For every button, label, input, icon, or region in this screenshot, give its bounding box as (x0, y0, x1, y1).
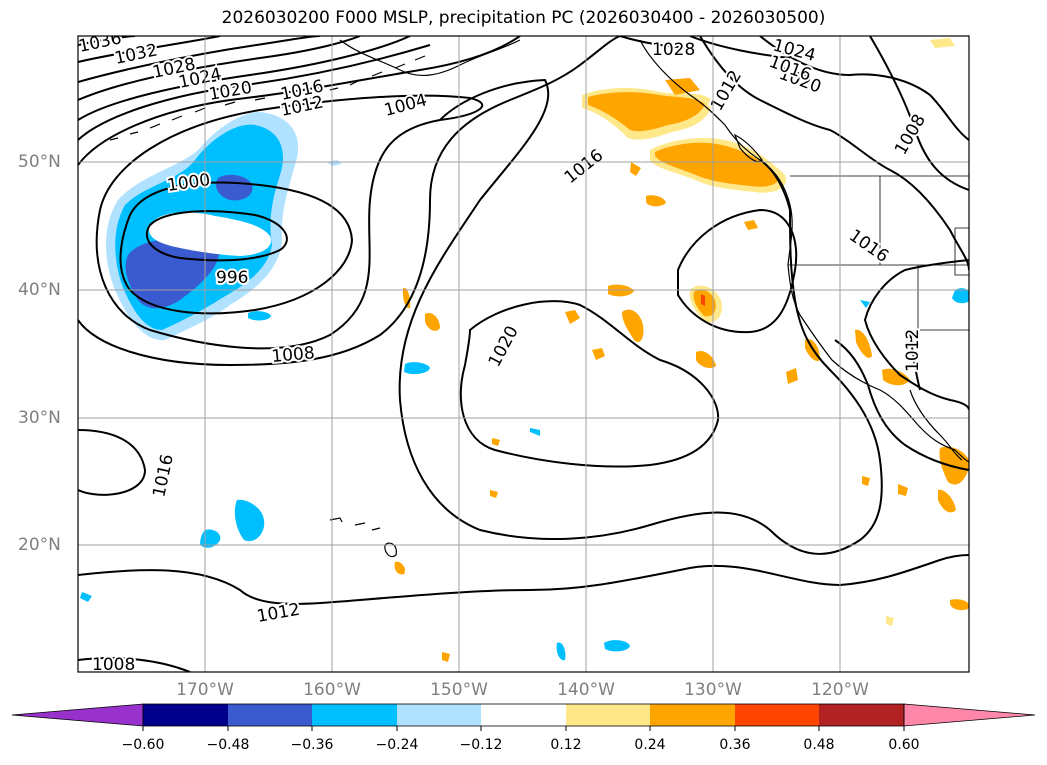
colorbar-tick-label: −0.60 (121, 737, 165, 753)
precipitation-negative-fills (80, 112, 969, 661)
precip-bc-coast-medium (655, 142, 779, 187)
isobar-1012-arc (78, 36, 521, 166)
colorbar-tick-label: −0.48 (206, 737, 250, 753)
longitude-label: 140°W (557, 680, 615, 700)
isobar-label: 1012 (903, 329, 923, 372)
longitude-label: 120°W (811, 680, 869, 700)
latitude-label: 40°N (18, 280, 61, 300)
isobar-1016-arc (78, 44, 431, 141)
isobar-label: 1008 (92, 655, 135, 675)
colorbar-tick-label: −0.24 (375, 737, 419, 753)
hawaii-islands (329, 517, 397, 558)
colorbar-tick-label: 0.60 (888, 737, 920, 753)
isobar-label: 1028 (652, 40, 695, 60)
isobar-1028-ne (619, 36, 691, 49)
latitude-label: 50°N (18, 152, 61, 172)
state-border-ca-nv (917, 265, 969, 331)
colorbar-tick-label: 0.36 (719, 737, 751, 753)
colorbar-bin (397, 704, 481, 726)
isobar-1012-ca (909, 329, 921, 391)
baja-coast (909, 389, 963, 461)
colorbar-tick-label: 0.24 (634, 737, 666, 753)
colorbar-bin (566, 704, 650, 726)
colorbar-tick-label: −0.36 (290, 737, 334, 753)
colorbar-tick-label: 0.12 (550, 737, 582, 753)
colorbar-tick-label: −0.12 (459, 737, 503, 753)
colorbar-bin (228, 704, 312, 726)
isobar-1020-arc (78, 36, 411, 121)
graticule (78, 36, 969, 672)
colorbar-bin (735, 704, 819, 726)
precip-cyclone-dark-a (125, 237, 221, 309)
colorbar-bin (312, 704, 397, 726)
isobar-1008-west (78, 36, 621, 367)
colorbar-bin (143, 704, 228, 726)
longitude-label: 170°W (176, 680, 234, 700)
isobar-1012-south (78, 554, 969, 605)
precip-gulf-alaska-medium (588, 92, 705, 132)
isobar-1024-ne (689, 36, 791, 59)
isobar-1008-east (869, 36, 969, 191)
longitude-label: 160°W (303, 680, 361, 700)
isobar-1016-ca (863, 259, 969, 411)
state-border-misc (954, 227, 969, 276)
precipitation-positive-fills (394, 38, 969, 662)
isobar-label: 1008 (271, 343, 316, 367)
isobar-1016-sw (78, 429, 147, 496)
isobar-1016-ring (677, 208, 798, 334)
colorbar-bin (481, 704, 566, 726)
longitude-label: 150°W (430, 680, 488, 700)
longitude-label: 130°W (684, 680, 742, 700)
latitude-label: 20°N (18, 535, 61, 555)
isobar-1024-arc (78, 36, 361, 101)
isobar-1020-high (459, 300, 720, 468)
colorbar-bin (650, 704, 735, 726)
political-borders (788, 175, 969, 331)
colorbar-extend-low (11, 703, 144, 727)
isobar-996 (145, 210, 288, 262)
colorbar-tick-label: 0.48 (803, 737, 835, 753)
precip-cyclone-dark-b (215, 174, 253, 201)
isobar-1008-south (78, 657, 191, 672)
isobar-1028-arc (78, 36, 321, 83)
precip-cyclone-hole (149, 212, 272, 256)
isobar-1016-main (398, 78, 883, 555)
isobar-1020-ne (759, 36, 969, 141)
aleutian-islands (109, 55, 426, 141)
colorbar-bin (819, 704, 904, 726)
colorbar-extend-high (903, 703, 1036, 727)
isobar-1016-se (834, 339, 969, 471)
isobar-label: 996 (216, 268, 248, 288)
map-title: 2026030200 F000 MSLP, precipitation PC (… (221, 8, 826, 28)
isobar-1012-east (699, 36, 969, 271)
colorbar (11, 703, 1036, 731)
latitude-label: 30°N (18, 408, 61, 428)
isobar-1004 (95, 94, 484, 350)
map-frame (77, 35, 970, 673)
vancouver-island (733, 133, 763, 163)
